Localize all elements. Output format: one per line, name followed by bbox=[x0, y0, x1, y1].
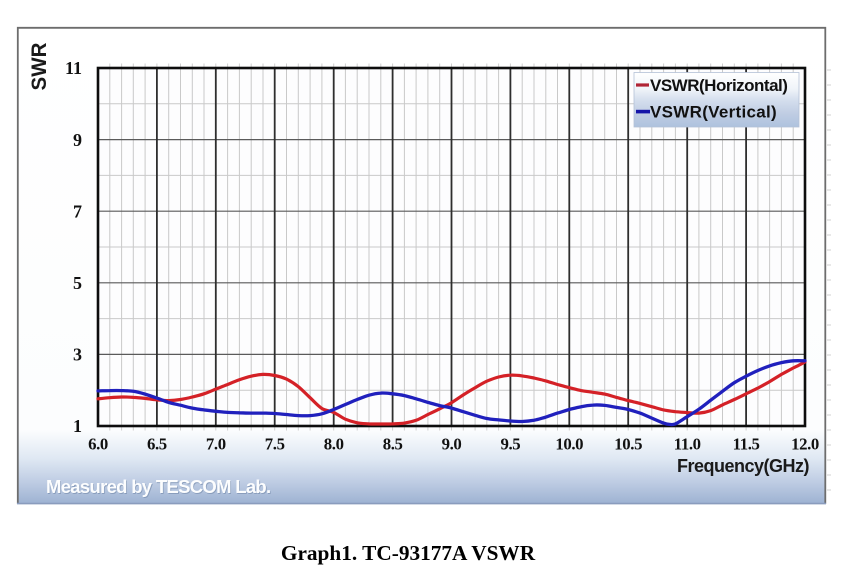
svg-text:3: 3 bbox=[73, 345, 82, 365]
svg-text:Frequency(GHz): Frequency(GHz) bbox=[677, 456, 810, 476]
svg-text:1: 1 bbox=[73, 416, 82, 436]
svg-text:6.5: 6.5 bbox=[147, 434, 167, 453]
svg-text:SWR: SWR bbox=[27, 42, 51, 90]
svg-text:8.5: 8.5 bbox=[383, 434, 403, 453]
svg-text:12.0: 12.0 bbox=[791, 434, 819, 453]
svg-text:Measured by TESCOM Lab.: Measured by TESCOM Lab. bbox=[47, 477, 271, 498]
svg-text:11: 11 bbox=[65, 58, 82, 78]
svg-text:8.0: 8.0 bbox=[324, 434, 344, 453]
svg-text:7: 7 bbox=[73, 201, 82, 221]
svg-text:VSWR(Vertical): VSWR(Vertical) bbox=[650, 103, 777, 122]
svg-text:9: 9 bbox=[73, 130, 82, 150]
svg-text:10.0: 10.0 bbox=[555, 434, 583, 453]
svg-text:5: 5 bbox=[73, 273, 82, 293]
svg-text:7.0: 7.0 bbox=[206, 434, 226, 453]
svg-text:Measured by TESCOM Lab.: Measured by TESCOM Lab. bbox=[46, 476, 270, 497]
svg-text:10.5: 10.5 bbox=[614, 434, 642, 453]
svg-text:7.5: 7.5 bbox=[265, 434, 285, 453]
svg-text:11.0: 11.0 bbox=[674, 434, 701, 453]
svg-text:9.0: 9.0 bbox=[442, 434, 462, 453]
svg-text:VSWR(Horizontal): VSWR(Horizontal) bbox=[650, 76, 787, 95]
svg-text:11.5: 11.5 bbox=[733, 434, 760, 453]
svg-text:6.0: 6.0 bbox=[88, 434, 108, 453]
svg-text:Graph1. TC-93177A VSWR: Graph1. TC-93177A VSWR bbox=[281, 541, 536, 565]
svg-text:9.5: 9.5 bbox=[501, 434, 521, 453]
